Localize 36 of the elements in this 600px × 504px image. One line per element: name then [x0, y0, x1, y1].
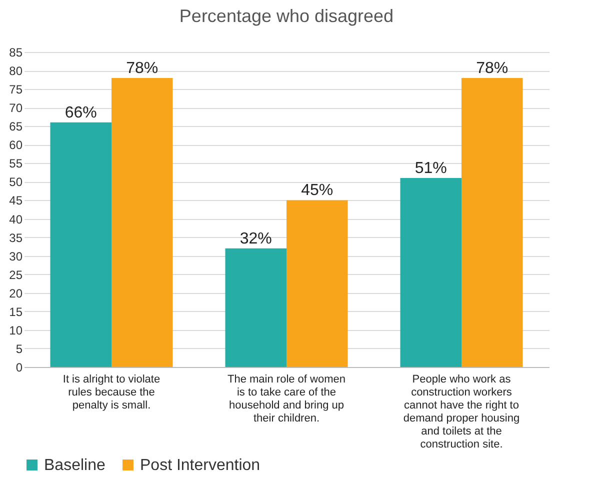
- y-tick-label: 30: [9, 249, 23, 264]
- y-tick-label: 15: [9, 304, 23, 319]
- y-tick-label: 75: [9, 82, 23, 97]
- bar: [112, 78, 173, 367]
- y-tick-label: 25: [9, 268, 23, 282]
- bar: [225, 248, 286, 367]
- data-label: 78%: [126, 60, 158, 77]
- y-tick-label: 50: [9, 175, 23, 190]
- x-tick-label: People who work as construction workers cannot have the right to demand proper housing and toilets at the construction site.: [403, 374, 520, 450]
- y-tick-label: 5: [16, 342, 23, 356]
- data-label: 78%: [476, 60, 508, 77]
- legend-label: Baseline: [44, 457, 106, 474]
- bar: [462, 78, 523, 367]
- y-tick-label: 40: [9, 212, 23, 226]
- y-tick-label: 80: [9, 64, 23, 78]
- chart-title: Percentage who disagreed: [179, 6, 394, 26]
- y-tick-label: 0: [16, 360, 23, 374]
- y-tick-label: 10: [9, 323, 23, 338]
- x-tick-label: The main role of women is to take care of the household and bring up their children.: [228, 374, 346, 424]
- bar: [286, 200, 348, 367]
- y-tick-label: 45: [9, 194, 23, 208]
- y-tick-label: 20: [9, 286, 23, 300]
- y-tick-label: 65: [9, 120, 23, 134]
- data-label: 32%: [240, 230, 272, 248]
- y-tick-label: 85: [9, 46, 23, 60]
- legend-label: Post Intervention: [140, 457, 260, 474]
- x-tick-label: It is alright to violate rules because the penalty is small.: [62, 374, 160, 412]
- bar: [50, 122, 112, 367]
- data-label: 45%: [301, 182, 334, 200]
- y-tick-label: 55: [9, 156, 23, 171]
- data-label: 66%: [64, 104, 97, 122]
- y-tick-label: 60: [9, 138, 23, 152]
- bar: [400, 178, 462, 367]
- y-tick-label: 70: [9, 101, 23, 116]
- data-label: 51%: [414, 160, 447, 177]
- y-tick-label: 35: [9, 230, 23, 245]
